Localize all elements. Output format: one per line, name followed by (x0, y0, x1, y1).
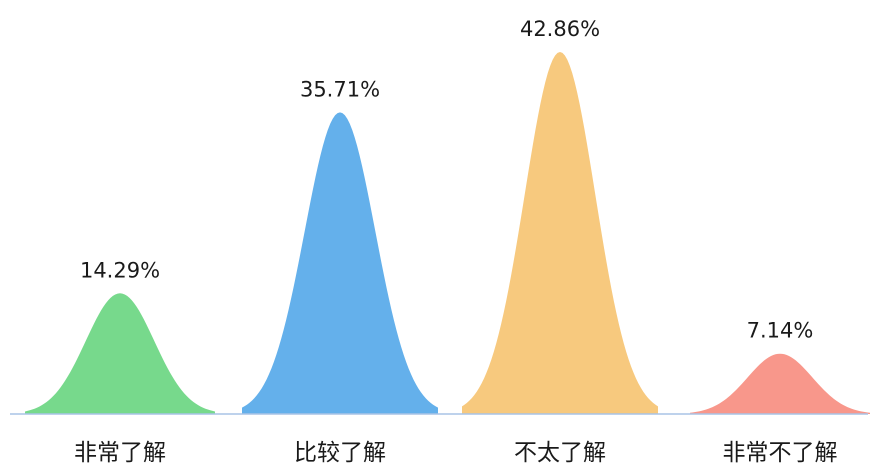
value-label-3: 42.86% (520, 17, 600, 41)
peak-2 (242, 112, 438, 414)
peak-1 (25, 293, 215, 414)
category-label-2: 比较了解 (294, 440, 386, 464)
peaks-group (25, 52, 870, 414)
peak-4 (690, 353, 870, 414)
category-label-4: 非常不了解 (723, 440, 838, 464)
peak-3 (462, 52, 658, 414)
value-label-2: 35.71% (300, 77, 380, 101)
value-label-4: 7.14% (747, 319, 814, 343)
value-label-1: 14.29% (80, 258, 160, 282)
category-label-3: 不太了解 (514, 440, 606, 464)
category-label-1: 非常了解 (74, 440, 166, 464)
value-labels-group: 14.29% 35.71% 42.86% 7.14% (80, 17, 813, 343)
category-labels-group: 非常了解 比较了解 不太了解 非常不了解 (74, 440, 838, 464)
